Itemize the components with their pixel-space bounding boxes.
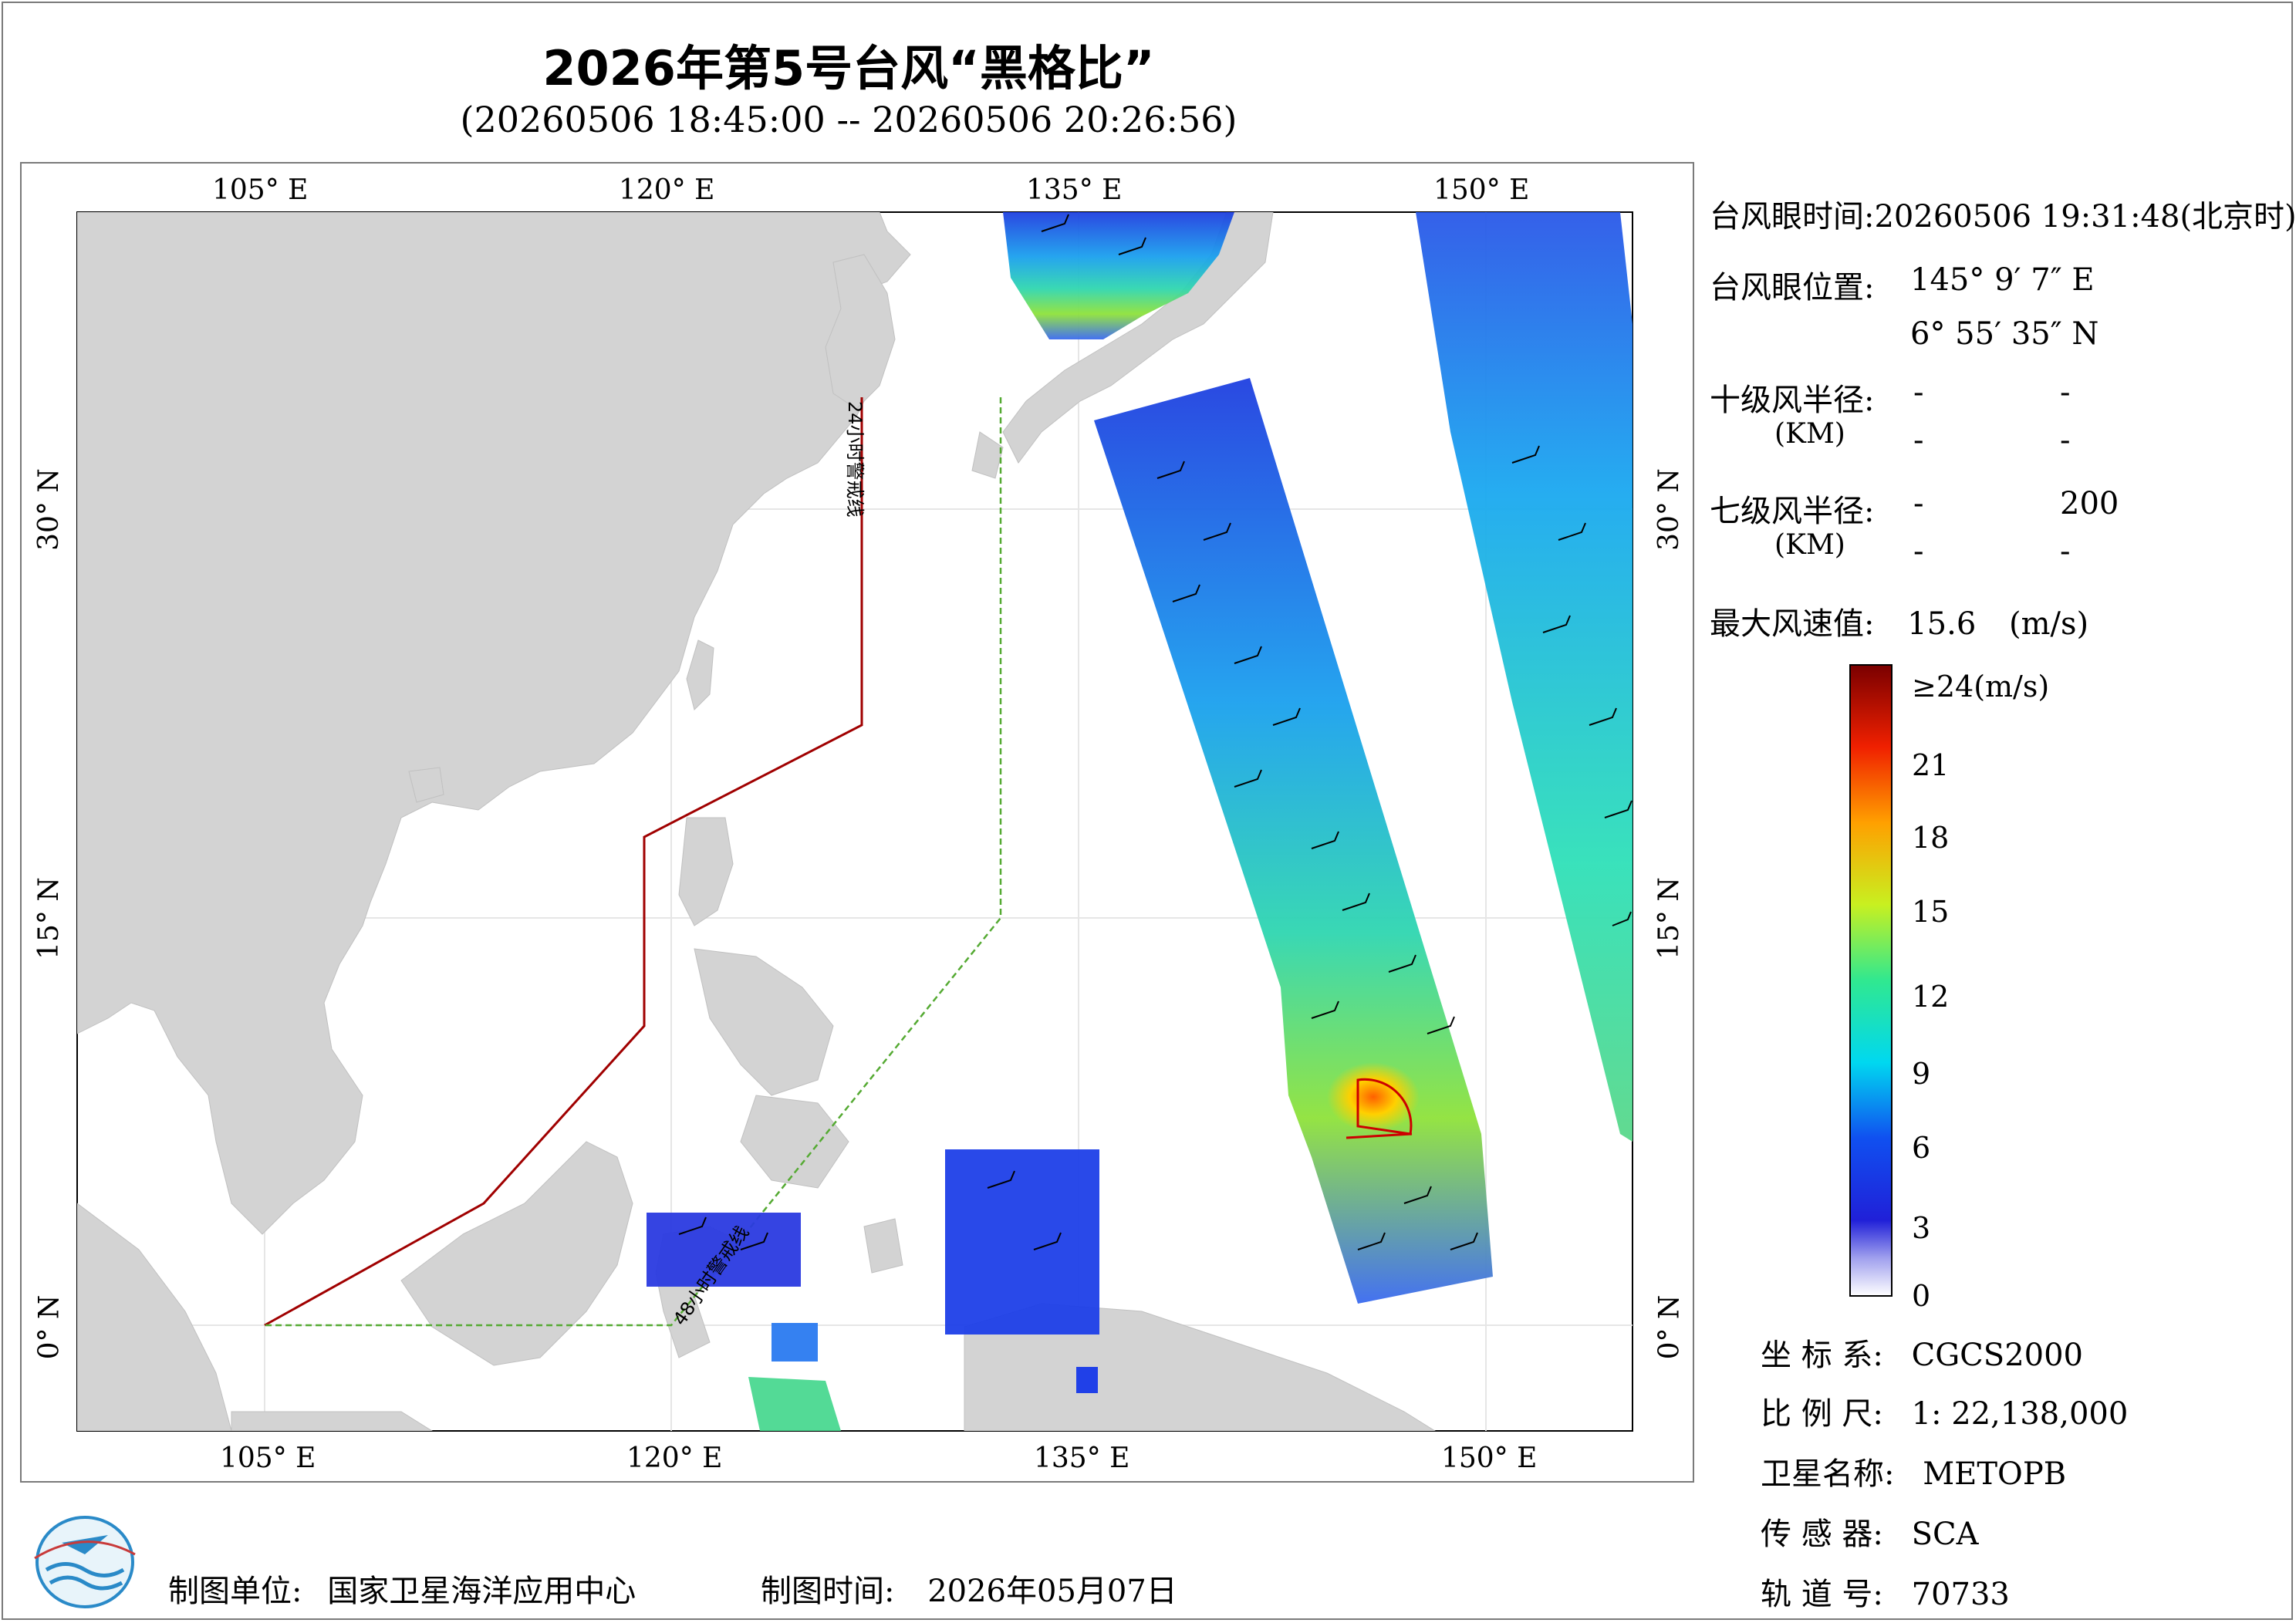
max-wind-label: 最大风速值: [1710,606,1875,642]
r7-unit: (KM) [1774,529,1845,561]
warning-line-24h [264,397,863,1327]
lon-tick-bottom-120: 120° E [626,1442,723,1474]
wind-barbs [678,214,1633,1250]
swath-patch-2 [647,1213,801,1287]
agency-logo [34,1516,136,1608]
footer-org-row: 制图单位: 国家卫星海洋应用中心 [168,1566,636,1611]
colorbar-label-6: 6 [1912,1131,1931,1165]
colorbar-label-0: 0 [1912,1279,1931,1313]
footer-date-row: 制图时间: 2026年05月07日 [761,1566,1177,1611]
r10-value-3: - [1913,423,1924,458]
swath-patch-3 [772,1323,818,1361]
scale-row: 比 例 尺: 1: 22,138,000 [1761,1388,2128,1433]
r10-value-2: - [2060,375,2071,410]
swath-east [1416,212,1633,1142]
lat-tick-left-0: 0° N [33,1294,66,1360]
swath-patch-5 [1076,1367,1098,1393]
warning-line-48h [265,397,1002,1327]
coord-row: 坐 标 系: CGCS2000 [1761,1330,2083,1375]
sensor-label: 传 感 器: [1761,1517,1883,1552]
satellite-label: 卫星名称: [1761,1456,1895,1492]
lat-tick-left-15: 15° N [32,877,65,960]
swath-patch-4 [748,1377,841,1431]
colorbar-label-15: 15 [1912,895,1950,929]
coord-value: CGCS2000 [1911,1338,2083,1373]
scale-label: 比 例 尺: [1761,1396,1883,1432]
eye-time-row: 台风眼时间:20260506 19:31:48(北京时) [1710,191,2296,236]
footer-org-value: 国家卫星海洋应用中心 [327,1574,636,1609]
lon-tick-bottom-105: 105° E [220,1442,316,1474]
orbit-value: 70733 [1911,1577,2010,1612]
coord-label: 坐 标 系: [1761,1338,1883,1373]
sensor-value: SCA [1911,1517,1979,1552]
lat-tick-right-0: 0° N [1653,1294,1686,1360]
lon-tick-bottom-135: 135° E [1034,1442,1130,1474]
colorbar-label-12: 12 [1912,980,1950,1014]
orbit-label: 轨 道 号: [1761,1577,1883,1612]
lat-tick-left-30: 30° N [32,468,65,551]
page-subtitle: (20260506 18:45:00 -- 20260506 20:26:56) [460,99,1237,140]
satellite-row: 卫星名称: METOPB [1761,1449,2066,1493]
lon-tick-top-105: 105° E [212,174,309,206]
footer-date-label: 制图时间: [761,1574,895,1609]
typhoon-eye [1327,1062,1420,1132]
r7-value-3: - [1913,534,1924,569]
r10-value-4: - [2060,423,2071,458]
r7-label: 七级风半径: [1710,494,1875,529]
footer-date-value: 2026年05月07日 [927,1574,1177,1609]
r7-value-2: 200 [2060,486,2119,521]
max-wind-value: 15.6 [1907,606,1977,642]
max-wind-row: 最大风速值: 15.6 (m/s) [1710,599,2088,643]
footer-org-label: 制图单位: [168,1574,302,1609]
eye-lat: 6° 55′ 35″ N [1910,316,2099,352]
colorbar-label-24: ≥24(m/s) [1912,670,2050,704]
land [77,212,1436,1431]
eye-pos-label: 台风眼位置: [1710,270,1875,305]
r10-label: 十级风半径: [1710,383,1875,418]
swath-north [1003,212,1234,339]
max-wind-unit: (m/s) [2008,606,2089,642]
page-title: 2026年第5号台风“黑格比” [542,40,1155,96]
r10-unit: (KM) [1774,418,1845,450]
eye-time-label: 台风眼时间: [1710,199,1875,235]
colorbar-label-18: 18 [1912,821,1950,855]
warning-line-24h-label: 24小时警戒线 [844,401,866,518]
lat-tick-right-15: 15° N [1653,877,1685,960]
eye-lon: 145° 9′ 7″ E [1910,262,2095,298]
r10-value-1: - [1913,375,1924,410]
r7-value-4: - [2060,534,2071,569]
satellite-value: METOPB [1923,1456,2067,1492]
r7-value-1: - [1913,486,1924,521]
wind-radius-7-sector [1356,1078,1413,1135]
eye-time-value: 20260506 19:31:48(北京时) [1874,199,2296,235]
swath-patch-1 [945,1149,1099,1335]
colorbar-label-9: 9 [1912,1057,1931,1091]
lon-tick-top-120: 120° E [619,174,715,206]
colorbar [1849,664,1893,1297]
sensor-row: 传 感 器: SCA [1761,1509,1979,1554]
colorbar-label-21: 21 [1912,748,1950,782]
lon-tick-bottom-150: 150° E [1441,1442,1538,1474]
lat-tick-right-30: 30° N [1653,468,1685,551]
lon-tick-top-135: 135° E [1026,174,1123,206]
colorbar-label-3: 3 [1912,1211,1931,1245]
scale-value: 1: 22,138,000 [1911,1396,2129,1432]
lon-tick-top-150: 150° E [1433,174,1530,206]
orbit-row: 轨 道 号: 70733 [1761,1569,2010,1614]
